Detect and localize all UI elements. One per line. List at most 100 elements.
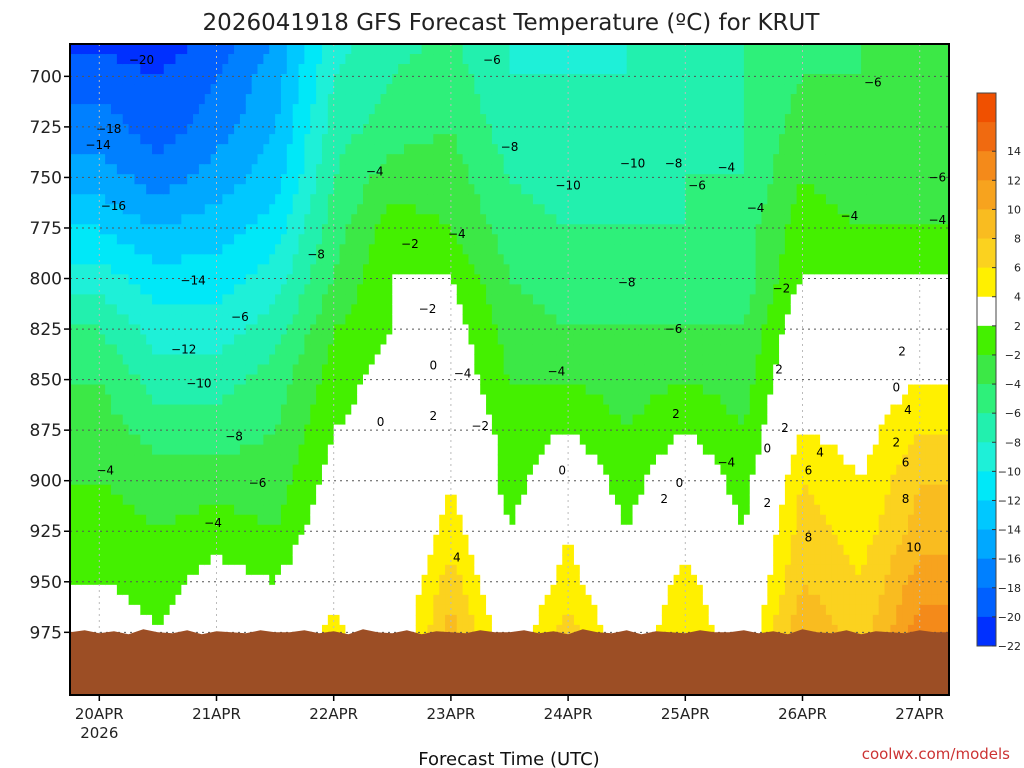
temperature-cell [210,344,218,356]
temperature-cell [304,444,311,456]
temperature-cell [157,274,165,285]
temperature-cell [280,514,288,526]
temperature-cell [515,554,522,566]
temperature-cell [116,334,124,346]
temperature-cell [292,574,300,586]
temperature-cell [421,254,429,265]
temperature-cell [99,374,106,386]
temperature-cell [333,94,341,105]
temperature-cell [275,394,282,406]
temperature-cell [105,574,112,586]
temperature-cell [122,184,130,195]
temperature-cell [181,594,188,606]
temperature-cell [515,584,522,596]
temperature-cell [292,124,300,135]
temperature-cell [368,124,376,135]
temperature-cell [380,524,388,536]
temperature-cell [456,274,464,285]
temperature-cell [140,104,147,115]
temperature-cell [175,614,182,626]
temperature-cell [163,284,171,295]
temperature-cell [398,84,405,95]
temperature-cell [222,174,229,185]
temperature-cell [204,104,212,115]
temperature-cell [157,514,165,526]
temperature-cell [169,94,177,105]
temperature-cell [163,254,171,265]
temperature-cell [368,184,376,195]
temperature-cell [427,74,434,85]
temperature-cell [75,174,83,185]
temperature-cell [363,604,370,616]
temperature-cell [116,604,124,616]
temperature-cell [491,384,499,396]
temperature-cell [93,424,100,436]
temperature-cell [316,514,323,526]
temperature-cell [81,384,89,396]
temperature-cell [70,394,77,406]
temperature-cell [210,124,218,135]
temperature-cell [497,454,505,466]
temperature-cell [169,584,177,596]
temperature-cell [404,104,411,115]
temperature-cell [128,214,136,225]
temperature-cell [70,174,77,185]
temperature-cell [87,394,95,406]
temperature-cell [275,344,282,356]
temperature-cell [111,294,118,305]
temperature-cell [152,554,159,566]
temperature-cell [134,154,141,165]
temperature-cell [152,124,159,135]
temperature-cell [415,324,423,336]
temperature-cell [140,564,147,576]
temperature-cell [292,454,300,466]
temperature-cell [134,564,141,576]
temperature-cell [404,214,411,225]
temperature-cell [193,454,200,466]
temperature-cell [239,454,247,466]
temperature-cell [275,104,282,115]
temperature-cell [421,434,429,446]
temperature-cell [357,574,364,586]
temperature-cell [380,504,388,516]
temperature-cell [491,424,499,436]
temperature-cell [111,404,118,416]
temperature-cell [239,554,247,566]
temperature-cell [316,554,323,566]
temperature-cell [433,244,440,255]
temperature-cell [321,194,329,205]
temperature-cell [105,504,112,516]
temperature-cell [321,454,329,466]
temperature-cell [128,364,136,376]
temperature-cell [234,304,241,316]
temperature-cell [286,354,294,366]
temperature-cell [333,44,341,55]
temperature-cell [491,154,499,165]
temperature-cell [404,124,411,135]
temperature-cell [310,474,317,486]
temperature-cell [380,384,388,396]
temperature-cell [374,194,382,205]
temperature-cell [228,304,235,316]
temperature-cell [380,514,388,526]
temperature-cell [222,134,229,145]
temperature-cell [327,384,335,396]
temperature-cell [304,394,311,406]
temperature-cell [339,484,347,496]
temperature-cell [257,244,264,255]
temperature-cell [380,104,388,115]
temperature-cell [427,544,434,556]
temperature-cell [386,474,393,486]
temperature-cell [409,294,417,305]
temperature-cell [163,344,171,356]
temperature-cell [474,184,481,195]
temperature-cell [474,244,481,255]
temperature-cell [239,134,247,145]
temperature-cell [99,524,106,536]
temperature-cell [105,194,112,205]
temperature-cell [351,304,358,316]
temperature-cell [486,314,493,326]
temperature-cell [298,534,305,546]
temperature-cell [99,604,106,616]
temperature-cell [122,344,130,356]
